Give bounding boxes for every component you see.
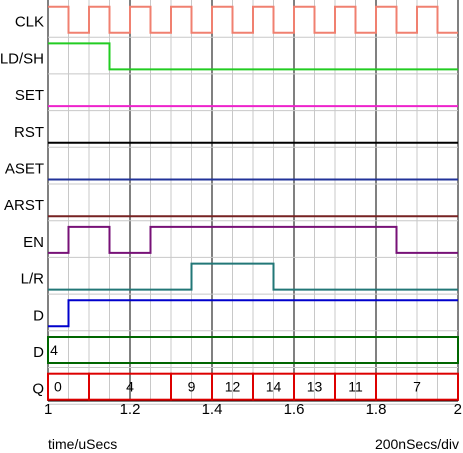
signal-label-l-r: L/R <box>21 271 45 288</box>
bus-segment-d <box>47 336 459 364</box>
time-tick-label: 2 <box>454 401 462 418</box>
signal-labels: CLK LD/SH SET RST ASET ARST EN L/R D D Q <box>0 14 44 398</box>
bus-value-q: 7 <box>413 379 421 395</box>
signal-label-ld-sh: LD/SH <box>0 50 44 67</box>
signal-traces: 4 0 4 9 12 14 13 11 7 <box>47 5 459 401</box>
bus-segment-q <box>375 372 459 401</box>
signal-label-rst: RST <box>14 124 44 141</box>
trace-clk <box>48 5 458 34</box>
bus-value-q: 0 <box>54 379 62 395</box>
signal-label-set: SET <box>15 87 44 104</box>
bus-value-q: 14 <box>266 379 282 395</box>
signal-label-clk: CLK <box>15 14 44 31</box>
time-tick-label: 1.8 <box>366 401 387 418</box>
time-tick-label: 1.6 <box>284 401 305 418</box>
time-tick-label: 1.2 <box>120 401 141 418</box>
trace-ld-sh <box>48 42 458 71</box>
trace-d <box>48 299 458 328</box>
signal-label-arst: ARST <box>4 197 44 214</box>
trace-l-r <box>48 262 458 291</box>
bus-value-d: 4 <box>50 342 58 358</box>
time-axis-label: time/uSecs <box>48 436 118 452</box>
trace-en <box>48 225 458 254</box>
signal-label-en: EN <box>23 234 44 251</box>
bus-value-q: 12 <box>225 379 241 395</box>
signal-label-d: D <box>33 344 44 361</box>
bus-value-q: 13 <box>307 379 323 395</box>
signal-label-aset: ASET <box>5 161 44 178</box>
grid <box>47 0 459 405</box>
bus-value-q: 4 <box>126 379 134 395</box>
time-scale-label: 200nSecs/div <box>374 436 459 452</box>
signal-label-d: D <box>33 307 44 324</box>
signal-label-q: Q <box>32 381 44 398</box>
bus-value-q: 9 <box>188 379 196 395</box>
bus-value-q: 11 <box>348 379 363 395</box>
time-axis-ticks: 1 1.2 1.4 1.6 1.8 2 <box>44 401 462 418</box>
time-tick-label: 1 <box>44 401 52 418</box>
time-tick-label: 1.4 <box>202 401 223 418</box>
